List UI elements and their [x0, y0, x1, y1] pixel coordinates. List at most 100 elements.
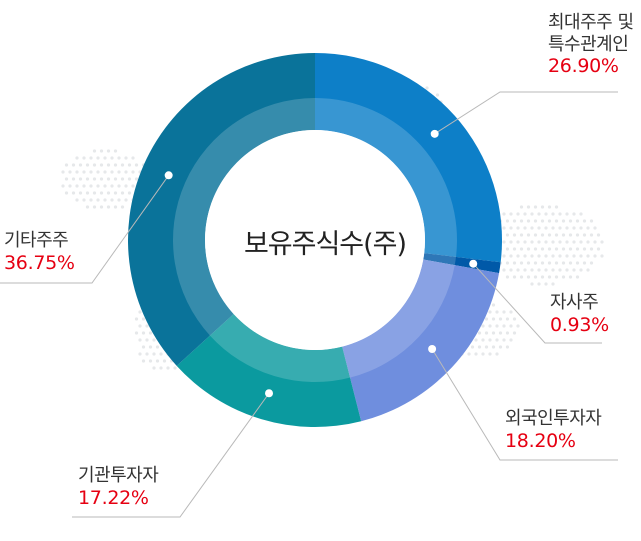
map-dot: [547, 247, 552, 251]
map-dot: [575, 261, 580, 265]
map-dot: [127, 163, 132, 167]
map-dot: [148, 359, 153, 363]
map-dot: [579, 240, 583, 244]
map-dot: [82, 184, 86, 188]
slice-other-shareholders: [127, 53, 316, 366]
map-dot: [537, 268, 541, 272]
map-dot: [131, 184, 135, 188]
map-dot: [519, 233, 524, 237]
map-dot: [593, 240, 597, 244]
map-dot: [162, 359, 167, 363]
map-dot: [64, 191, 69, 195]
slice-label-treasury-stock: 자사주 0.93%: [550, 292, 609, 336]
map-dot: [558, 226, 562, 230]
map-dot: [579, 254, 583, 258]
map-dot: [155, 359, 160, 363]
map-dot: [537, 212, 541, 216]
map-dot: [117, 170, 121, 174]
map-dot: [519, 247, 524, 251]
map-dot: [173, 366, 177, 370]
map-dot: [488, 324, 492, 328]
map-dot: [526, 275, 531, 279]
map-dot: [92, 149, 97, 153]
map-dot: [425, 86, 429, 90]
map-dot: [579, 268, 583, 272]
donut-hole: [205, 130, 425, 350]
leader-line: [434, 91, 618, 135]
map-dot: [85, 191, 90, 195]
map-dot: [481, 338, 485, 342]
map-dot: [530, 226, 534, 230]
map-dot: [509, 226, 513, 230]
map-dot: [519, 261, 524, 265]
map-dot: [498, 345, 503, 349]
map-dot: [99, 177, 104, 181]
map-dot: [582, 247, 587, 251]
map-dot: [512, 261, 517, 265]
map-dot: [71, 191, 76, 195]
map-dot: [75, 184, 79, 188]
map-dot: [512, 219, 517, 223]
slice-treasury-stock: [423, 253, 501, 274]
map-dot: [484, 345, 489, 349]
map-dot: [103, 184, 107, 188]
map-dot: [561, 233, 566, 237]
map-dot: [561, 275, 566, 279]
map-dot: [99, 191, 104, 195]
map-dot: [554, 261, 559, 265]
map-dot: [106, 149, 111, 153]
map-dot: [565, 226, 569, 230]
slice-label-other-shareholders: 기타주주 36.75%: [4, 230, 75, 274]
map-dot: [600, 240, 604, 244]
map-dot: [491, 303, 496, 307]
map-dot: [572, 212, 576, 216]
map-dot: [600, 254, 604, 258]
map-dot: [82, 198, 86, 202]
map-dot: [491, 331, 496, 335]
map-dot: [110, 170, 114, 174]
map-dot: [502, 212, 506, 216]
map-dot: [498, 317, 503, 321]
map-dot: [558, 212, 562, 216]
map-dot: [145, 324, 149, 328]
map-dot: [64, 163, 69, 167]
map-dot: [526, 205, 531, 209]
map-dot: [96, 184, 100, 188]
map-dot: [502, 324, 506, 328]
map-dot: [516, 268, 520, 272]
slice-name: 기타주주: [4, 230, 69, 251]
map-dot: [551, 240, 555, 244]
map-dot: [89, 156, 93, 160]
map-dot: [145, 352, 149, 356]
map-dot: [505, 331, 510, 335]
slice-name: 기관투자자: [78, 465, 159, 486]
map-dot: [509, 254, 513, 258]
map-dot: [134, 331, 139, 335]
slice-label-major-shareholders: 최대주주 및 특수관계인 26.90%: [548, 12, 634, 78]
leader-dot: [265, 389, 274, 398]
map-dot: [575, 233, 580, 237]
map-dot: [470, 345, 475, 349]
slice-label-foreign-investors: 외국인투자자 18.20%: [505, 408, 602, 452]
map-dot: [582, 219, 587, 223]
map-dot: [596, 233, 601, 237]
map-dot: [544, 240, 548, 244]
map-dot: [512, 233, 517, 237]
map-dot: [547, 275, 552, 279]
map-dot: [110, 198, 114, 202]
map-dot: [113, 163, 118, 167]
map-dot: [554, 233, 559, 237]
map-dot: [505, 219, 510, 223]
map-dot: [113, 177, 118, 181]
map-dot: [92, 177, 97, 181]
map-dot: [120, 163, 125, 167]
map-dot: [516, 240, 520, 244]
map-dot: [509, 212, 513, 216]
map-dot: [92, 205, 97, 209]
map-dot: [502, 268, 506, 272]
map-dot: [516, 324, 520, 328]
map-dot: [141, 359, 146, 363]
map-dot: [124, 184, 128, 188]
map-dot: [82, 170, 86, 174]
map-dot: [78, 177, 83, 181]
